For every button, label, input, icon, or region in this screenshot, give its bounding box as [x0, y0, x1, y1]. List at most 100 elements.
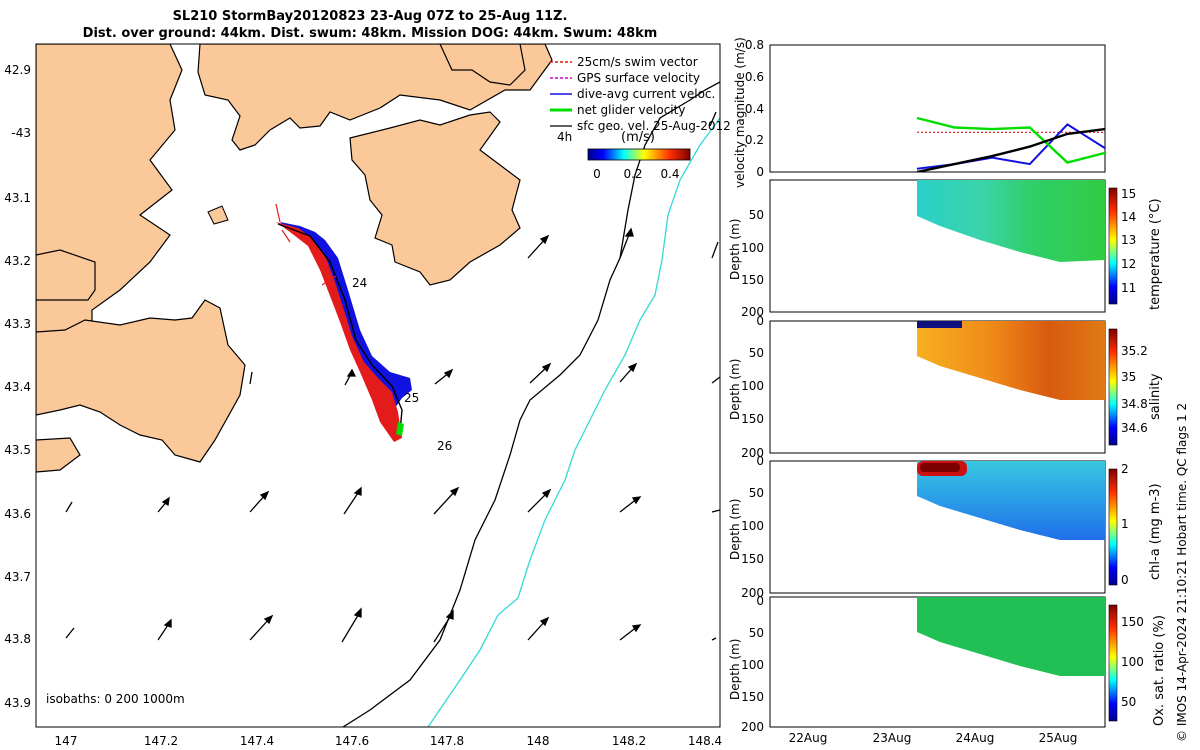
- time-axis: 22Aug 23Aug 24Aug 25Aug: [789, 731, 1078, 745]
- chla-cbar-tick: 2: [1121, 462, 1129, 476]
- salinity-cbar-tick: 34.8: [1121, 397, 1148, 411]
- velocity-ytick: 0: [756, 165, 764, 179]
- land-north-headland: [439, 44, 526, 86]
- map-xtick: 148: [527, 734, 550, 748]
- map-ytick: 43.9: [4, 696, 31, 710]
- depth-tick: 50: [749, 346, 764, 360]
- oxygen-section: 0 50 100 150 200 Depth (m) 50 100 150 Ox…: [728, 594, 1167, 734]
- salinity-cbar-tick: 34.6: [1121, 421, 1148, 435]
- copyright-footer: © IMOS 14-Apr-2024 21:10:21 Hobart time.…: [1175, 403, 1189, 742]
- section-ylabel: Depth (m): [728, 219, 742, 280]
- map-ytick: 43.6: [4, 507, 31, 521]
- salinity-section: 0 50 100 150 200 Depth (m) 34.6 34.8 35 …: [728, 314, 1163, 460]
- land-tasman-peninsula: [349, 111, 521, 286]
- time-tick: 22Aug: [789, 731, 828, 745]
- velocity-ytick: 0.8: [745, 38, 764, 52]
- map-ytick: -43: [11, 126, 31, 140]
- map-xtick: 148.2: [612, 734, 646, 748]
- velocity-yticks: 0 0.2 0.4 0.6 0.8: [745, 38, 764, 179]
- velocity-series-net-glider-velocity: [916, 116, 1105, 164]
- day-label-24: 24: [352, 276, 367, 290]
- velocity-ytick: 0.2: [745, 133, 764, 147]
- day-label-25: 25: [404, 391, 419, 405]
- map-xtick: 147: [55, 734, 78, 748]
- depth-tick: 150: [741, 690, 764, 704]
- velocity-series-sfc-geo-vel-: [916, 127, 1105, 172]
- map-ytick: 43.7: [4, 570, 31, 584]
- sfc-geo-velocity-arrows: [65, 111, 721, 643]
- map-ytick: 43.3: [4, 317, 31, 331]
- depth-tick: 100: [741, 379, 764, 393]
- temperature-field: [917, 180, 1105, 262]
- salinity-cbar-tick: 35.2: [1121, 344, 1148, 358]
- chla-cbar-tick: 0: [1121, 573, 1129, 587]
- isobaths-label: isobaths: 0 200 1000m: [46, 692, 185, 706]
- legend-dive-avg-current: dive-avg current veloc.: [577, 87, 715, 101]
- net-glider-green-end: [396, 422, 404, 436]
- map-xtick: 148.4: [688, 734, 722, 748]
- map-xtick: 147.4: [240, 734, 274, 748]
- temperature-cbar-tick: 11: [1121, 281, 1136, 295]
- depth-tick: 150: [741, 412, 764, 426]
- map-ytick: 42.9: [4, 63, 31, 77]
- salinity-field: [917, 321, 1105, 400]
- isobath-1000m: [427, 117, 720, 727]
- chla-section: 0 50 100 150 200 Depth (m) 0 1 2 chl-a (…: [728, 454, 1163, 600]
- velocity-series-group: [916, 116, 1105, 172]
- figure-title-line2: Dist. over ground: 44km. Dist. swum: 48k…: [82, 26, 658, 41]
- glider-track: [275, 203, 412, 442]
- depth-tick: 100: [741, 519, 764, 533]
- oxygen-cbar-label: Ox. sat. ratio (%): [1152, 615, 1167, 726]
- map-axes-box: [35, 43, 721, 728]
- depth-tick: 0: [756, 594, 764, 608]
- oxygen-cbar-tick: 100: [1121, 655, 1144, 669]
- map-legend: 25cm/s swim vector GPS surface velocity …: [550, 55, 731, 133]
- salinity-cbar-tick: 35: [1121, 370, 1136, 384]
- temperature-cbar-tick: 12: [1121, 257, 1136, 271]
- chla-field: [917, 461, 1105, 540]
- salinity-cbar-label: salinity: [1148, 373, 1163, 420]
- map-xtick: 147.8: [430, 734, 464, 748]
- salinity-colorbar: [1108, 328, 1118, 446]
- land-bruny-north: [36, 249, 96, 301]
- map-yticks: 42.9 -43 43.1 43.2 43.3 43.4 43.5 43.6 4…: [4, 63, 31, 710]
- temperature-cbar-tick: 15: [1121, 187, 1136, 201]
- land-south-peninsula: [36, 299, 246, 463]
- day-label-26: 26: [437, 439, 452, 453]
- oxygen-cbar-tick: 50: [1121, 695, 1136, 709]
- land-island: [207, 205, 229, 225]
- chla-bloom-core: [920, 463, 960, 472]
- time-tick: 23Aug: [873, 731, 912, 745]
- section-ylabel: Depth (m): [728, 359, 742, 420]
- map-ytick: 43.2: [4, 254, 31, 268]
- temperature-cbar-tick: 14: [1121, 210, 1136, 224]
- velocity-axes-box: [769, 44, 1106, 173]
- map-xticks: 147 147.2 147.4 147.6 147.8 148 148.2 14…: [55, 734, 723, 748]
- depth-tick: 200: [741, 446, 764, 460]
- map-colorbar-unit: (m/s): [621, 130, 655, 145]
- section-ylabel: Depth (m): [728, 639, 742, 700]
- depth-tick: 50: [749, 626, 764, 640]
- chla-cbar-tick: 1: [1121, 517, 1129, 531]
- time-tick: 24Aug: [956, 731, 995, 745]
- oxygen-colorbar: [1108, 604, 1118, 722]
- map-colorbar-tick: 0.4: [660, 167, 679, 181]
- depth-tick: 200: [741, 720, 764, 734]
- velocity-ytick: 0.6: [745, 70, 764, 84]
- swim-arrow-1: [281, 229, 291, 243]
- swim-vector-band: [276, 222, 402, 442]
- map-colorbar: [587, 148, 691, 161]
- temperature-section: 50 100 150 200 Depth (m) 11 12 13 14 15 …: [728, 179, 1163, 319]
- map-colorbar-tick: 0: [593, 167, 601, 181]
- depth-tick: 50: [749, 486, 764, 500]
- temperature-colorbar: [1108, 187, 1118, 305]
- velocity-ytick: 0.4: [745, 102, 764, 116]
- map-ytick: 43.1: [4, 191, 31, 205]
- map-xtick: 147.6: [335, 734, 369, 748]
- legend-net-glider-velocity: net glider velocity: [577, 103, 685, 117]
- swim-arrow-2: [321, 275, 337, 286]
- map-panel: 24 25 26 147 147.2 147.4 147.6 147.8 148…: [4, 43, 731, 748]
- velocity-ylabel: velocity magnitude (m/s): [733, 37, 747, 188]
- depth-tick: 100: [741, 658, 764, 672]
